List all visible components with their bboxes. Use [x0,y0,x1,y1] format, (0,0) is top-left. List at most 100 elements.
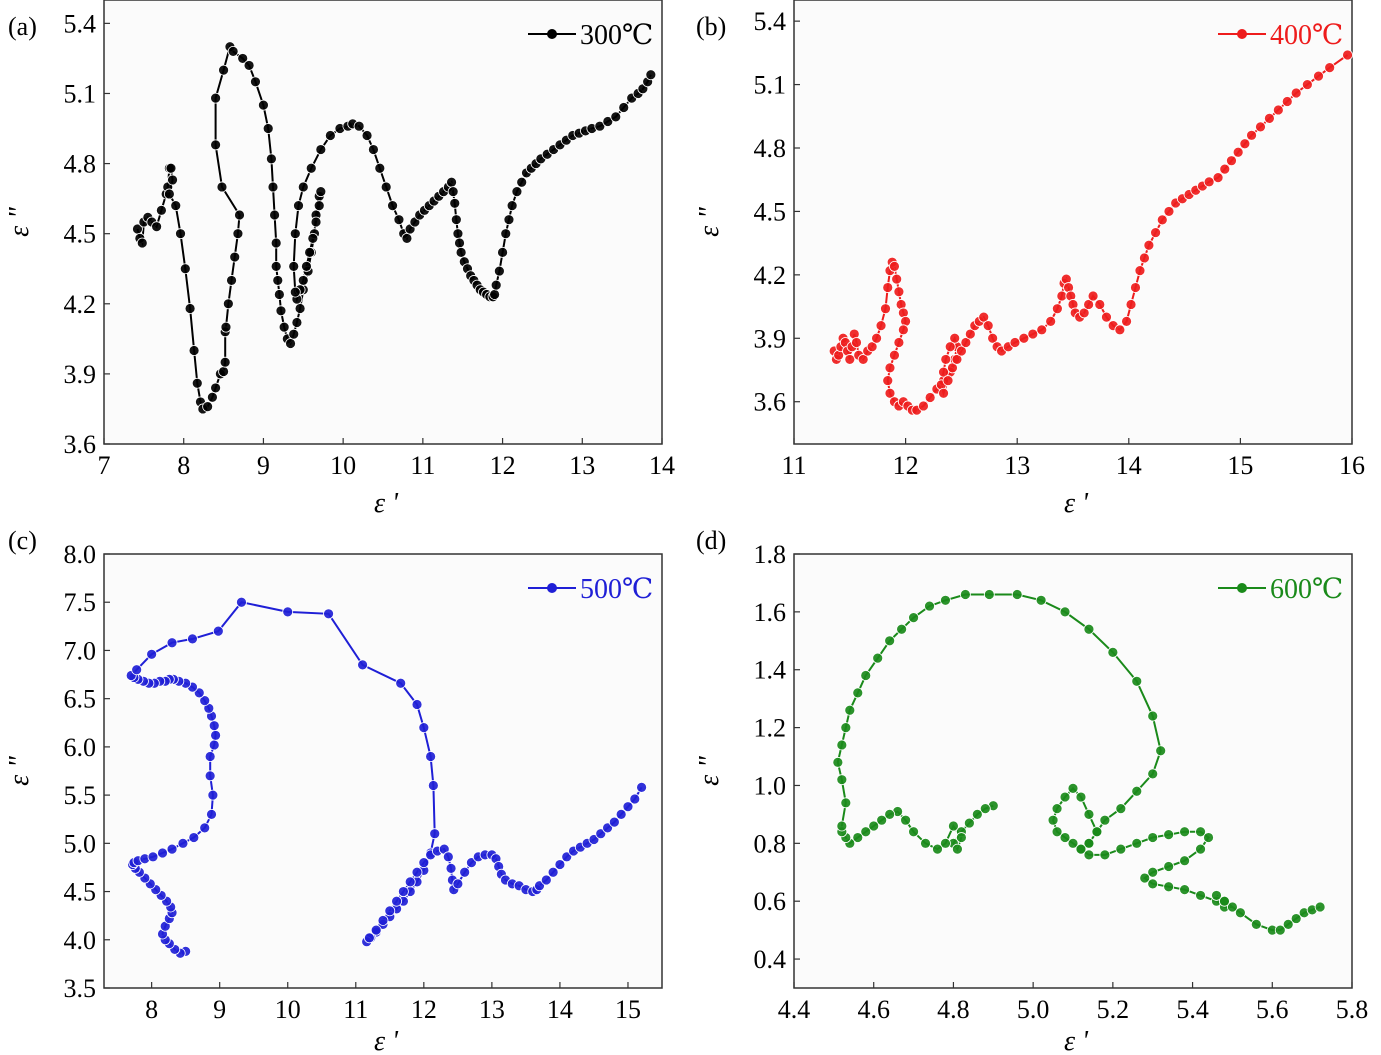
data-point [1035,594,1047,606]
data-point [832,756,844,768]
data-point [889,260,900,272]
data-point [1018,332,1030,344]
data-point [289,286,301,298]
data-point [1051,303,1063,315]
x-tick-label: 5.8 [1336,995,1369,1024]
data-point [293,200,304,212]
x-tick-label: 4.4 [778,995,811,1024]
data-point [166,637,178,649]
data-point [1179,884,1191,896]
data-point [1114,324,1126,336]
data-point [1282,918,1294,930]
data-point [1212,172,1224,184]
data-point [210,729,222,741]
data-point [490,279,502,291]
data-point [866,341,878,353]
data-point [940,594,951,606]
data-point [1147,710,1159,722]
x-tick-label: 14 [649,451,675,480]
data-point [1009,337,1021,348]
panel-d: (d) 4.4 4.6 4.8 5.0 5.2 5.4 5.6 5.8 0.4 0.6 0.8 1.0… [690,520,1381,1055]
data-point [497,246,508,258]
data-point [618,102,630,113]
y-tick-label: 6.0 [64,733,97,762]
x-tick-label: 4.8 [937,995,970,1024]
data-point [918,400,929,412]
data-point [1290,913,1302,924]
data-point [608,816,620,828]
data-point [1324,62,1336,74]
data-point [516,176,528,188]
data-point [1255,121,1266,133]
data-point [307,232,319,244]
data-point [1099,849,1111,861]
data-point [243,60,255,71]
data-point [315,144,327,155]
data-point [908,826,919,838]
panel-label: (b) [696,12,727,41]
data-point [270,260,282,272]
y-axis-title: ε " [4,756,35,786]
data-point [363,932,375,944]
data-point [1147,832,1159,843]
legend-marker [1237,29,1247,39]
x-tick-label: 5.0 [1017,995,1050,1024]
data-point [234,209,245,221]
data-point [978,311,990,323]
data-point [852,832,864,843]
data-point [840,797,852,809]
data-point [218,366,229,377]
data-point [199,695,211,706]
x-tick-label: 14 [547,995,573,1024]
data-point [393,214,405,226]
data-point [1059,832,1071,843]
data-point [1155,745,1167,757]
data-point [938,366,949,378]
data-point [147,851,159,863]
data-point [1130,282,1141,293]
data-point [377,915,389,926]
data-point [891,273,903,285]
data-point [940,354,952,365]
data-point [445,863,457,874]
data-point [882,282,894,293]
data-point [1059,791,1071,803]
data-point [258,99,269,111]
x-tick-label: 8 [177,451,190,480]
y-tick-label: 0.4 [754,945,787,974]
y-tick-label: 4.2 [64,290,97,319]
legend-label: 400℃ [1270,20,1343,51]
data-point [207,391,218,403]
data-point [1139,252,1150,264]
y-tick-label: 4.8 [754,134,787,163]
data-point [1134,265,1146,277]
y-tick-label: 5.1 [754,71,787,100]
data-point [1147,768,1159,780]
data-point [429,828,441,840]
data-point [1094,299,1106,310]
data-point [269,209,280,221]
data-point [1083,837,1095,849]
data-point [1083,623,1095,635]
data-point [313,200,325,212]
data-point [852,687,864,699]
data-point [1011,589,1023,600]
data-point [622,801,634,813]
data-point [547,866,559,878]
data-point [131,664,143,676]
data-point [398,886,409,897]
y-tick-label: 6.5 [64,685,97,714]
data-point [199,822,211,834]
x-tick-label: 8 [145,995,158,1024]
data-point [884,635,896,647]
data-point [1075,791,1087,803]
data-point [136,237,148,249]
data-point [1163,861,1175,872]
data-point [151,221,163,233]
data-point [636,781,647,793]
data-point [361,130,373,141]
y-tick-label: 5.4 [64,9,97,38]
x-tick-label: 5.6 [1256,995,1289,1024]
data-point [1264,113,1275,124]
data-point [275,305,287,317]
